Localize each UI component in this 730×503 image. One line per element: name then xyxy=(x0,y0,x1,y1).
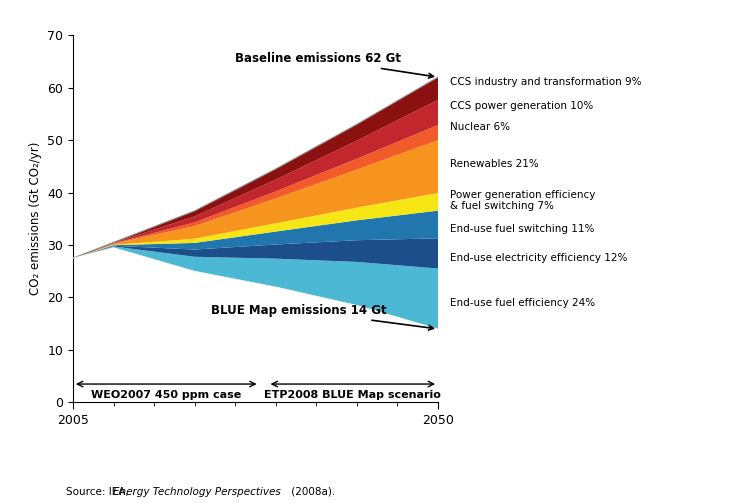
Text: BLUE Map emissions 14 Gt: BLUE Map emissions 14 Gt xyxy=(211,304,434,330)
Text: CCS industry and transformation 9%: CCS industry and transformation 9% xyxy=(450,77,642,88)
Text: Nuclear 6%: Nuclear 6% xyxy=(450,122,510,132)
Polygon shape xyxy=(73,211,438,258)
Polygon shape xyxy=(73,193,438,258)
Text: Renewables 21%: Renewables 21% xyxy=(450,159,539,169)
Text: ETP2008 BLUE Map scenario: ETP2008 BLUE Map scenario xyxy=(264,390,441,400)
Text: End-use electricity efficiency 12%: End-use electricity efficiency 12% xyxy=(450,253,628,263)
Text: Power generation efficiency
& fuel switching 7%: Power generation efficiency & fuel switc… xyxy=(450,190,596,211)
Text: Source: IEA,: Source: IEA, xyxy=(66,487,131,497)
Polygon shape xyxy=(73,246,438,329)
Text: End-use fuel switching 11%: End-use fuel switching 11% xyxy=(450,224,594,234)
Text: WEO2007 450 ppm case: WEO2007 450 ppm case xyxy=(91,390,242,400)
Polygon shape xyxy=(73,140,438,258)
Text: (2008a).: (2008a). xyxy=(288,487,336,497)
Y-axis label: CO₂ emissions (Gt CO₂/yr): CO₂ emissions (Gt CO₂/yr) xyxy=(28,142,42,295)
Polygon shape xyxy=(73,238,438,269)
Text: Baseline emissions 62 Gt: Baseline emissions 62 Gt xyxy=(235,52,434,78)
Text: CCS power generation 10%: CCS power generation 10% xyxy=(450,101,593,111)
Text: Energy Technology Perspectives: Energy Technology Perspectives xyxy=(113,487,281,497)
Polygon shape xyxy=(73,77,438,258)
Polygon shape xyxy=(73,100,438,258)
Polygon shape xyxy=(73,125,438,258)
Text: End-use fuel efficiency 24%: End-use fuel efficiency 24% xyxy=(450,298,595,308)
